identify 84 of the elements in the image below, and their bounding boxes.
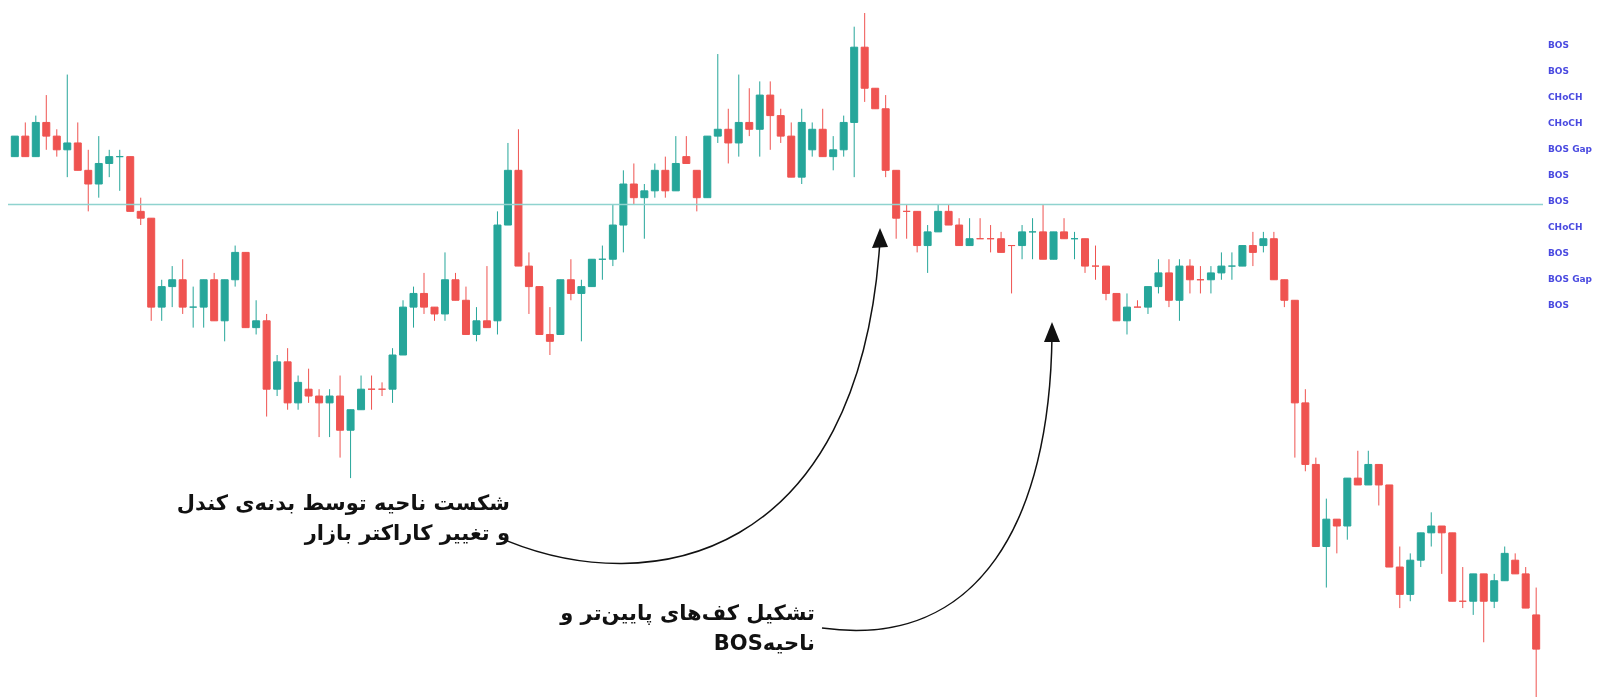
candlestick xyxy=(21,121,30,158)
candlestick xyxy=(63,74,72,178)
candlestick xyxy=(294,375,303,411)
candlestick xyxy=(189,286,198,329)
candlestick xyxy=(965,217,974,247)
candlestick xyxy=(304,368,313,404)
candlestick xyxy=(420,272,429,315)
candlestick xyxy=(357,375,366,411)
candlestick xyxy=(1060,217,1069,240)
text: BOS xyxy=(1548,248,1569,258)
candlestick xyxy=(1353,450,1362,486)
candlestick xyxy=(1227,251,1236,281)
candlestick xyxy=(1490,573,1499,609)
candlestick xyxy=(1091,245,1100,281)
candlestick xyxy=(923,224,932,274)
candlestick xyxy=(713,53,722,144)
candlestick xyxy=(1280,279,1289,308)
candlestick xyxy=(1332,518,1341,554)
candlestick xyxy=(629,162,638,206)
candlestick xyxy=(650,162,659,199)
candlestick xyxy=(944,204,953,226)
candlestick xyxy=(10,135,19,158)
candlestick xyxy=(545,306,554,356)
candlestick xyxy=(808,121,817,158)
candlestick xyxy=(325,388,334,438)
candlestick xyxy=(105,149,114,178)
candlestick xyxy=(1238,245,1247,267)
text: BOS Gap xyxy=(1548,274,1593,284)
text: CHoCH xyxy=(1548,222,1583,232)
candlestick xyxy=(1154,258,1163,294)
candlestick xyxy=(1206,265,1215,294)
annotation: تشکیل کف‌های پایین‌تر و ناحیهBOS xyxy=(560,600,815,657)
candlestick xyxy=(955,217,964,247)
candlestick xyxy=(997,231,1006,253)
candlestick xyxy=(1122,292,1131,335)
candlestick xyxy=(734,74,743,158)
candlestick xyxy=(346,409,355,479)
text: BOS xyxy=(1548,196,1569,206)
candlestick xyxy=(1374,463,1383,506)
candlestick xyxy=(252,299,261,335)
candlestick xyxy=(1364,450,1373,486)
text: CHoCH xyxy=(1548,118,1583,128)
text: CHoCH xyxy=(1548,92,1583,102)
candlestick xyxy=(315,388,324,438)
text: BOS Gap xyxy=(1548,144,1593,154)
candlestick xyxy=(1028,217,1037,260)
text: BOS xyxy=(1548,66,1569,76)
candlestick xyxy=(451,272,460,301)
candlestick xyxy=(1427,511,1436,548)
candlestick xyxy=(934,204,943,233)
candlestick xyxy=(682,135,691,164)
candlestick xyxy=(745,87,754,137)
candlestick xyxy=(577,279,586,342)
candlestick xyxy=(566,258,575,301)
candlestick xyxy=(829,135,838,171)
text: BOS xyxy=(1548,40,1569,50)
candlestick xyxy=(776,108,785,144)
candlestick xyxy=(157,279,166,322)
candlestick xyxy=(724,108,733,164)
candlestick xyxy=(482,265,491,329)
candlestick xyxy=(42,94,51,151)
candlestick xyxy=(871,87,880,110)
text: BOS xyxy=(1548,300,1569,310)
candlestick xyxy=(640,183,649,240)
candlestick xyxy=(94,135,103,199)
candlestick xyxy=(1143,286,1152,315)
candlestick xyxy=(409,286,418,329)
candlestick xyxy=(136,197,145,226)
candlestick xyxy=(1248,231,1257,267)
candlestick xyxy=(84,149,93,212)
candlestick xyxy=(472,306,481,342)
candlestick xyxy=(1259,231,1268,253)
candlestick xyxy=(168,265,177,308)
candlestick xyxy=(1437,525,1446,575)
candlestick xyxy=(766,80,775,151)
candlestick xyxy=(1018,224,1027,260)
candlestick xyxy=(661,156,670,199)
candlestick xyxy=(52,128,61,158)
candlestick xyxy=(1185,258,1194,294)
candlestick xyxy=(524,251,533,315)
candlestick xyxy=(1217,251,1226,281)
annotation: شکست ناحیه توسط بدنه‌ی کندل و تغییر کاراکتر بازار xyxy=(176,490,510,547)
candlestick xyxy=(1511,552,1520,575)
text: BOS xyxy=(1548,170,1569,180)
